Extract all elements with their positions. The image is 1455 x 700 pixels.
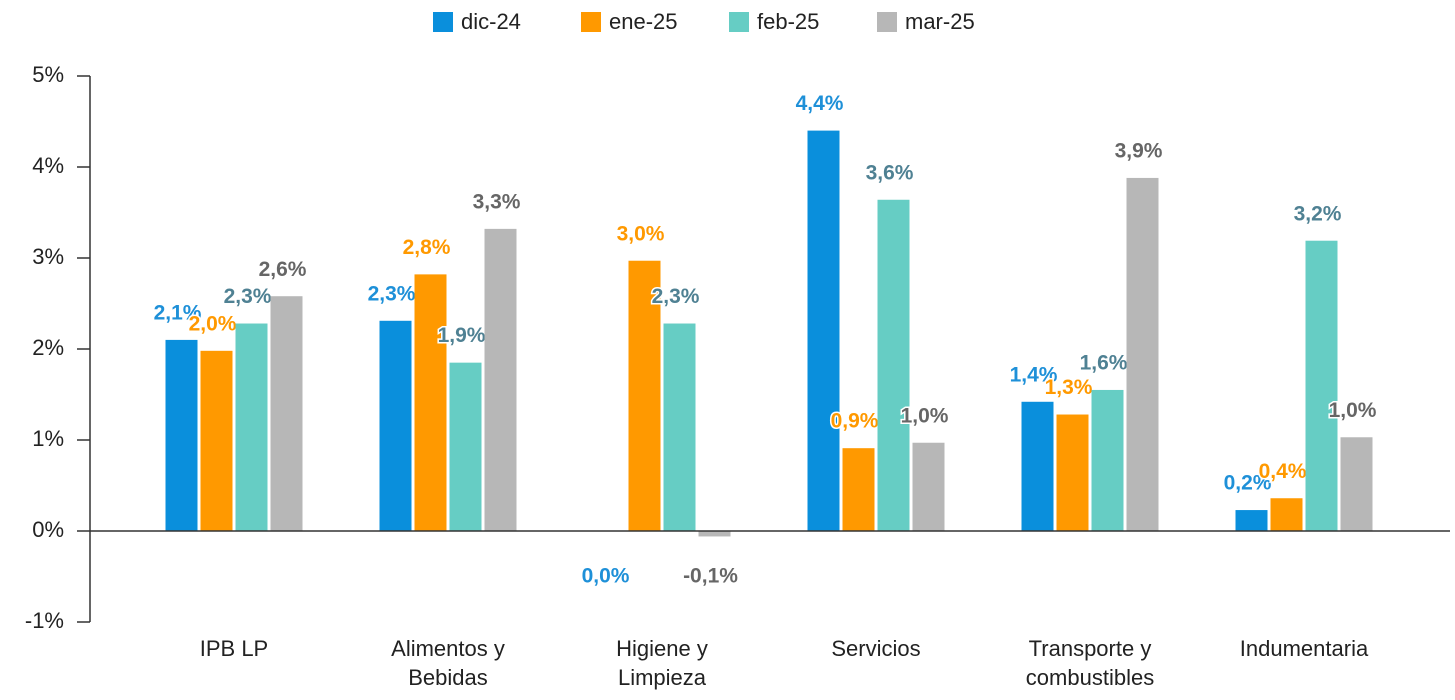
bar — [807, 130, 840, 531]
data-label: 1,4% — [1010, 363, 1058, 386]
bar — [1235, 510, 1268, 531]
bar — [379, 320, 412, 531]
bar — [1270, 498, 1303, 531]
data-label: 2,8% — [403, 236, 451, 259]
bar — [1340, 437, 1373, 531]
bar — [1056, 414, 1089, 531]
bar — [1305, 240, 1338, 531]
data-label: 3,6% — [866, 161, 914, 184]
x-tick-label: Indumentaria — [1239, 636, 1369, 661]
bar — [1091, 389, 1124, 531]
bar — [165, 339, 198, 531]
legend-swatch — [581, 12, 601, 32]
data-label: 1,6% — [1080, 351, 1128, 374]
y-tick-label: 0% — [32, 517, 64, 542]
bar — [877, 199, 910, 531]
x-tick-label: Servicios — [831, 636, 921, 661]
bar — [270, 296, 303, 531]
bar — [698, 531, 731, 537]
bar — [628, 260, 661, 531]
bar — [484, 228, 517, 531]
data-label: -0,1% — [683, 565, 738, 588]
legend-label: mar-25 — [905, 9, 975, 34]
legend-swatch — [729, 12, 749, 32]
y-tick-label: 4% — [32, 153, 64, 178]
bar — [414, 274, 447, 531]
data-label: 2,0% — [189, 312, 237, 335]
data-label: 1,3% — [1045, 376, 1093, 399]
bar — [1126, 177, 1159, 532]
data-label: 1,0% — [901, 404, 949, 427]
bar — [912, 442, 945, 531]
bar — [842, 448, 875, 531]
y-tick-label: 3% — [32, 244, 64, 269]
x-tick-label: Alimentos y Bebidas — [391, 636, 505, 690]
legend-label: dic-24 — [461, 9, 521, 34]
bar — [200, 350, 233, 531]
data-label: 3,9% — [1115, 139, 1163, 162]
data-label: 2,6% — [259, 258, 307, 281]
bar — [235, 323, 268, 531]
legend-label: ene-25 — [609, 9, 678, 34]
data-label: 4,4% — [796, 92, 844, 115]
data-label: 1,9% — [438, 324, 486, 347]
bar — [663, 323, 696, 531]
bar — [1021, 401, 1054, 531]
legend-label: feb-25 — [757, 9, 819, 34]
data-label: 0,9% — [831, 410, 879, 433]
x-tick-label: Transporte y combustibles — [1025, 636, 1155, 690]
x-tick-label: Higiene y Limpieza — [616, 636, 708, 690]
data-label: 2,3% — [652, 285, 700, 308]
legend-swatch — [877, 12, 897, 32]
x-tick-label: IPB LP — [199, 636, 269, 661]
y-tick-label: 2% — [32, 335, 64, 360]
y-tick-label: 1% — [32, 426, 64, 451]
data-label: 3,0% — [617, 222, 665, 245]
data-label: 3,3% — [473, 190, 521, 213]
data-label: 0,2% — [1224, 472, 1272, 495]
y-tick-label: 5% — [32, 62, 64, 87]
data-label: 3,2% — [1294, 202, 1342, 225]
legend-swatch — [433, 12, 453, 32]
data-label: 0,4% — [1259, 460, 1307, 483]
data-label: 2,3% — [224, 285, 272, 308]
y-tick-label: -1% — [25, 608, 64, 633]
bar — [449, 362, 482, 531]
data-label: 1,0% — [1329, 399, 1377, 422]
data-label: 0,0% — [582, 565, 630, 588]
data-label: 2,3% — [368, 282, 416, 305]
data-label: 2,1% — [154, 301, 202, 324]
